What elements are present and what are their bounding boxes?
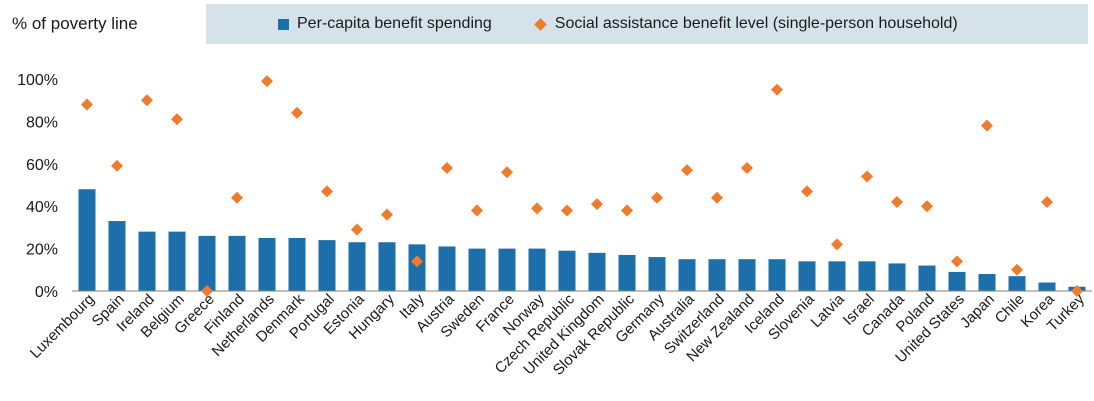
y-tick-label: 100% [17,72,58,89]
bar [648,257,666,291]
bar [258,238,276,291]
y-tick-label: 0% [35,284,58,301]
bar [978,274,996,291]
diamond-marker [81,98,93,111]
diamond-marker [1011,263,1023,276]
y-tick-label: 40% [26,199,58,216]
bar [708,259,726,291]
diamond-marker [741,162,753,175]
diamond-marker [861,170,873,183]
bar [858,261,876,291]
y-tick-label: 20% [26,242,58,259]
category-label: Japan [957,291,998,332]
bar [108,221,126,291]
bar [1038,282,1056,291]
y-tick-label: 80% [26,114,58,131]
diamond-marker [651,191,663,204]
diamond-marker [231,191,243,204]
diamond-marker [801,185,813,198]
bar [798,261,816,291]
diamond-marker [621,204,633,217]
diamond-marker [411,255,423,268]
diamond-marker [921,200,933,213]
diamond-marker [1071,285,1083,297]
diamond-marker [951,255,963,268]
bar [1008,276,1026,291]
diamond-marker [891,195,903,208]
bar [828,261,846,291]
bar [588,252,606,291]
category-label: Latvia [808,290,849,331]
diamond-marker [561,204,573,217]
bar [498,248,516,291]
legend: Per-capita benefit spending Social assis… [206,4,1088,44]
legend-label-markers: Social assistance benefit level (single-… [554,15,958,32]
bar [618,254,636,291]
legend-label-bars: Per-capita benefit spending [297,15,492,32]
diamond-marker [831,238,843,251]
diamond-marker [261,75,273,88]
bar [318,240,336,291]
bar [768,259,786,291]
diamond-marker [591,198,603,211]
diamond-marker [381,208,393,221]
bar [288,238,306,291]
bar [78,189,96,291]
bar [468,248,486,291]
bar [948,271,966,291]
y-tick-label: 60% [26,157,58,174]
bar [138,231,156,291]
bar [558,250,576,291]
y-axis-label: % of poverty line [12,14,138,33]
diamond-marker [171,113,183,126]
bar [888,263,906,291]
diamond-marker [441,162,453,175]
diamond-marker [681,164,693,177]
legend-item-markers: Social assistance benefit level (single-… [533,15,958,33]
bar-swatch-icon [278,18,289,30]
bar [738,259,756,291]
diamond-marker [291,106,303,119]
diamond-marker [471,204,483,217]
bar [438,246,456,291]
diamond-marker [981,119,993,132]
diamond-marker [711,191,723,204]
diamond-marker [501,166,513,179]
diamond-marker [531,202,543,215]
bar [678,259,696,291]
diamond-marker [201,285,213,297]
bar [918,265,936,291]
category-label: Luxembourg [27,291,98,362]
legend-item-bars: Per-capita benefit spending [278,15,492,33]
diamond-marker [141,94,153,107]
diamond-marker [321,185,333,198]
bar [408,244,426,291]
diamond-marker [111,159,123,172]
bar [348,242,366,291]
bar [378,242,396,291]
diamond-marker [1041,195,1053,208]
bar [528,248,546,291]
diamond-marker [771,83,783,96]
bar [228,235,246,291]
diamond-marker [351,223,363,236]
bar [168,231,186,291]
bar [198,235,216,291]
